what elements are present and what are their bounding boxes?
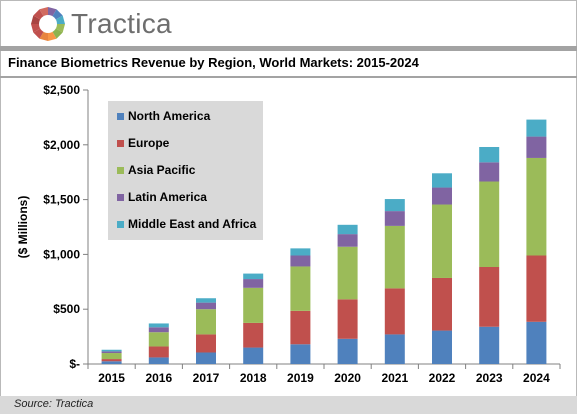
bar-segment: [243, 287, 264, 323]
legend-label: Latin America: [128, 190, 207, 204]
bar-segment: [479, 162, 500, 182]
y-tick-label: $-: [69, 357, 80, 371]
bar-segment: [526, 255, 547, 322]
bar-segment: [526, 321, 547, 364]
bar-segment: [432, 187, 452, 205]
bar-segment: [337, 338, 358, 364]
bar-segment: [337, 234, 358, 247]
bar-segment: [290, 344, 311, 364]
source-note: Source: Tractica: [14, 398, 94, 410]
tractica-logo-icon: [31, 7, 65, 41]
bar-segment: [384, 288, 405, 335]
bar-segment: [243, 273, 264, 280]
bar-segment: [479, 181, 500, 268]
footer-bar: Source: Tractica: [0, 396, 577, 414]
title-rule: [0, 76, 577, 78]
bar-segment: [148, 357, 169, 364]
bar-segment: [148, 327, 169, 333]
bar-segment: [290, 310, 311, 345]
bar-segment: [526, 136, 547, 158]
bar-segment: [196, 302, 216, 310]
bar-segment: [432, 204, 452, 278]
x-tick-label: 2017: [193, 371, 220, 385]
x-tick-label: 2020: [334, 371, 361, 385]
x-tick-label: 2023: [476, 371, 503, 385]
chart-title: Finance Biometrics Revenue by Region, Wo…: [8, 55, 419, 70]
bar-segment: [148, 346, 169, 358]
bar-segment: [432, 277, 452, 331]
x-tick-label: 2019: [287, 371, 314, 385]
bar-segment: [384, 199, 405, 212]
legend-swatch: [117, 194, 124, 201]
x-tick-label: 2015: [98, 371, 125, 385]
bar-segment: [243, 279, 264, 288]
bar-segment: [479, 267, 500, 327]
x-tick-label: 2021: [381, 371, 408, 385]
bar-segment: [337, 246, 358, 300]
header-rule: [0, 46, 577, 51]
bar-segment: [479, 146, 500, 163]
bar-segment: [243, 347, 264, 364]
y-axis-title: ($ Millions): [16, 196, 30, 259]
bar-segment: [432, 330, 452, 364]
y-tick-label: $2,000: [43, 138, 80, 152]
legend-swatch: [117, 221, 124, 228]
bar-segment: [101, 351, 122, 354]
bar-segment: [290, 266, 311, 311]
bar-segment: [384, 334, 405, 364]
legend-swatch: [117, 167, 124, 174]
y-tick-label: $1,000: [43, 247, 80, 261]
legend-swatch: [117, 113, 124, 120]
bar-segment: [196, 334, 216, 353]
y-tick-label: $2,500: [43, 83, 80, 97]
brand-name: Tractica: [71, 8, 172, 39]
bar-segment: [384, 225, 405, 289]
x-tick-label: 2018: [240, 371, 267, 385]
legend-label: Asia Pacific: [128, 163, 196, 177]
bar-segment: [526, 157, 547, 256]
bar-segment: [101, 349, 122, 352]
bar-segment: [101, 353, 122, 360]
x-tick-label: 2016: [145, 371, 172, 385]
bar-segment: [196, 352, 216, 364]
legend-label: North America: [128, 109, 211, 123]
bar-segment: [196, 309, 216, 335]
bar-segment: [432, 173, 452, 188]
legend-swatch: [117, 140, 124, 147]
bar-segment: [526, 119, 547, 137]
bar-segment: [101, 361, 122, 364]
bar-segment: [290, 255, 311, 267]
bar-segment: [384, 211, 405, 226]
bar-segment: [101, 359, 122, 362]
legend-box: [108, 101, 263, 240]
y-tick-label: $500: [53, 302, 80, 316]
bar-segment: [290, 248, 311, 256]
legend-label: Middle East and Africa: [128, 217, 257, 231]
y-tick-label: $1,500: [43, 193, 80, 207]
bar-segment: [479, 326, 500, 364]
bar-segment: [148, 323, 169, 328]
x-tick-label: 2022: [429, 371, 456, 385]
x-tick-label: 2024: [523, 371, 550, 385]
bar-segment: [196, 298, 216, 303]
brand-logo: Tractica: [30, 6, 172, 42]
bar-segment: [337, 299, 358, 339]
bar-segment: [337, 224, 358, 235]
legend-label: Europe: [128, 136, 170, 150]
bar-segment: [243, 322, 264, 348]
bar-segment: [148, 332, 169, 347]
